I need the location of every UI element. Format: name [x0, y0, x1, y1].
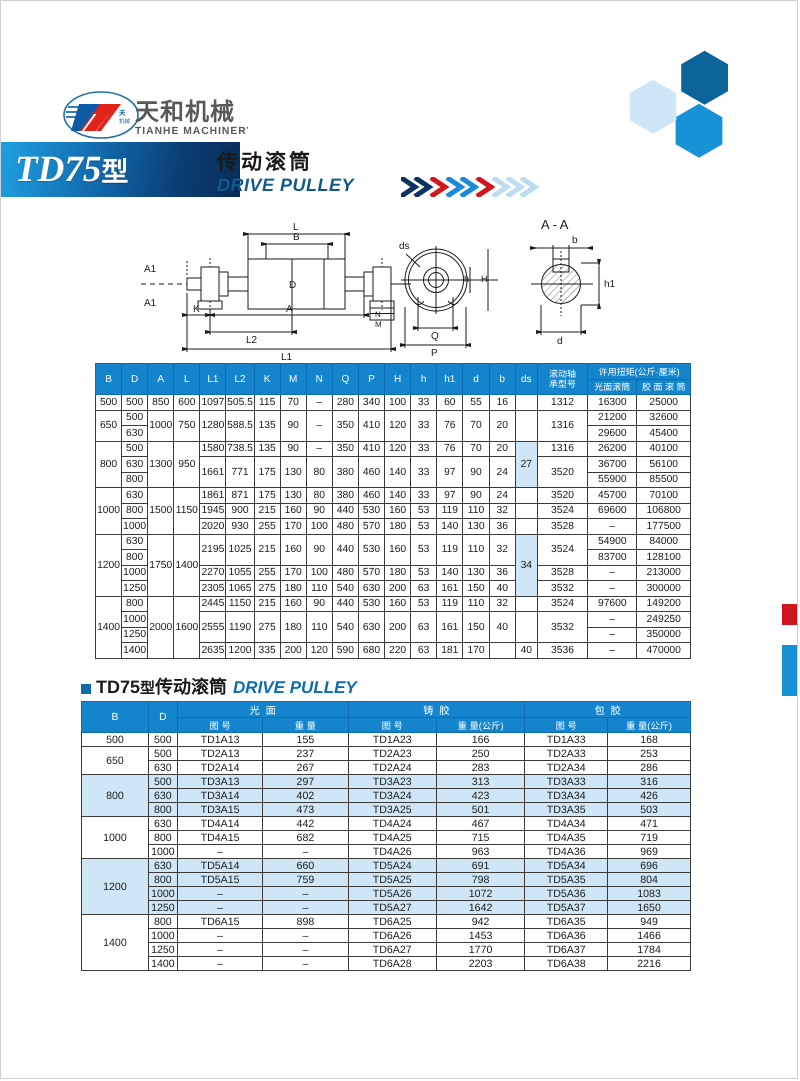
svg-text:D: D [289, 280, 296, 291]
svg-text:h1: h1 [604, 279, 616, 290]
svg-text:h: h [464, 274, 469, 284]
svg-text:A - A: A - A [541, 217, 569, 232]
svg-text:K: K [193, 304, 200, 315]
svg-text:A1: A1 [144, 298, 157, 309]
svg-text:L2: L2 [246, 335, 258, 346]
svg-text:N: N [375, 310, 381, 319]
svg-text:ds: ds [399, 241, 410, 252]
svg-text:P: P [431, 348, 438, 359]
svg-text:A1: A1 [144, 264, 157, 275]
svg-text:d: d [557, 336, 563, 347]
svg-text:M: M [375, 320, 382, 329]
svg-text:B: B [293, 232, 300, 243]
svg-text:L1: L1 [281, 352, 293, 363]
svg-text:b: b [572, 235, 578, 246]
svg-text:Q: Q [431, 331, 439, 342]
svg-text:H: H [481, 274, 488, 284]
